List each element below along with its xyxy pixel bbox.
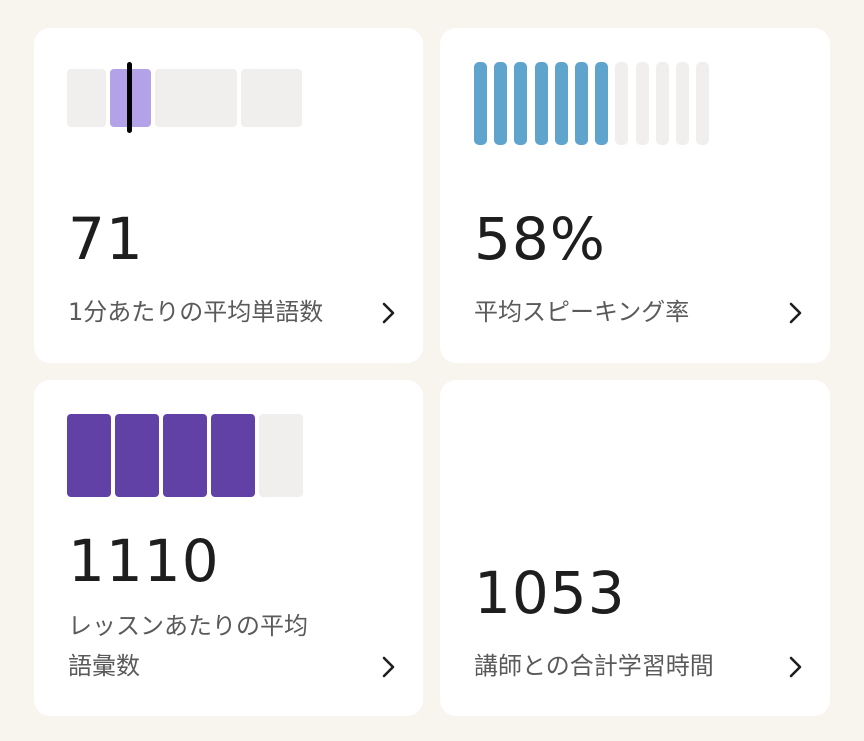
gauge-bar-filled	[554, 62, 568, 145]
speaking-value: 58%	[474, 205, 606, 273]
study-time-label: 講師との合計学習時間	[474, 652, 714, 680]
gauge-segment	[241, 69, 302, 127]
gauge-bar-filled	[494, 62, 508, 145]
gauge-segment-filled	[211, 414, 255, 497]
gauge-segment	[259, 414, 303, 497]
chevron-right-icon[interactable]	[375, 654, 401, 680]
gauge-marker	[127, 62, 132, 133]
card-vocabulary[interactable]: 1110 レッスンあたりの平均 語彙数	[34, 380, 423, 716]
card-speaking-rate[interactable]: 58% 平均スピーキング率	[440, 28, 830, 363]
gauge-segment-filled	[115, 414, 159, 497]
vocab-label-line2: 語彙数	[68, 652, 140, 680]
speaking-label: 平均スピーキング率	[474, 298, 690, 326]
gauge-bar-filled	[575, 62, 588, 145]
card-total-study-time[interactable]: 1053 講師との合計学習時間	[440, 380, 830, 716]
gauge-bar-filled	[534, 62, 548, 145]
vocab-label-line1: レッスンあたりの平均	[68, 612, 308, 640]
gauge-bar	[635, 62, 649, 145]
wpm-value: 71	[68, 205, 144, 273]
chevron-right-icon[interactable]	[782, 654, 808, 680]
gauge-segment-filled	[67, 414, 111, 497]
gauge-bar	[676, 62, 689, 145]
gauge-bar-filled	[514, 62, 528, 145]
chevron-right-icon[interactable]	[782, 300, 808, 326]
gauge-segment-filled	[163, 414, 207, 497]
chevron-right-icon[interactable]	[375, 300, 401, 326]
gauge-bar-filled	[595, 62, 609, 145]
gauge-bar	[655, 62, 669, 145]
gauge-segment	[67, 69, 106, 127]
gauge-bar-filled	[474, 62, 487, 145]
gauge-bar	[615, 62, 629, 145]
study-time-value: 1053	[474, 559, 626, 627]
gauge-bar	[696, 62, 710, 145]
wpm-label: 1分あたりの平均単語数	[68, 298, 324, 326]
vocab-value: 1110	[68, 527, 220, 595]
card-words-per-minute[interactable]: 71 1分あたりの平均単語数	[34, 28, 423, 363]
gauge-segment	[155, 69, 237, 127]
